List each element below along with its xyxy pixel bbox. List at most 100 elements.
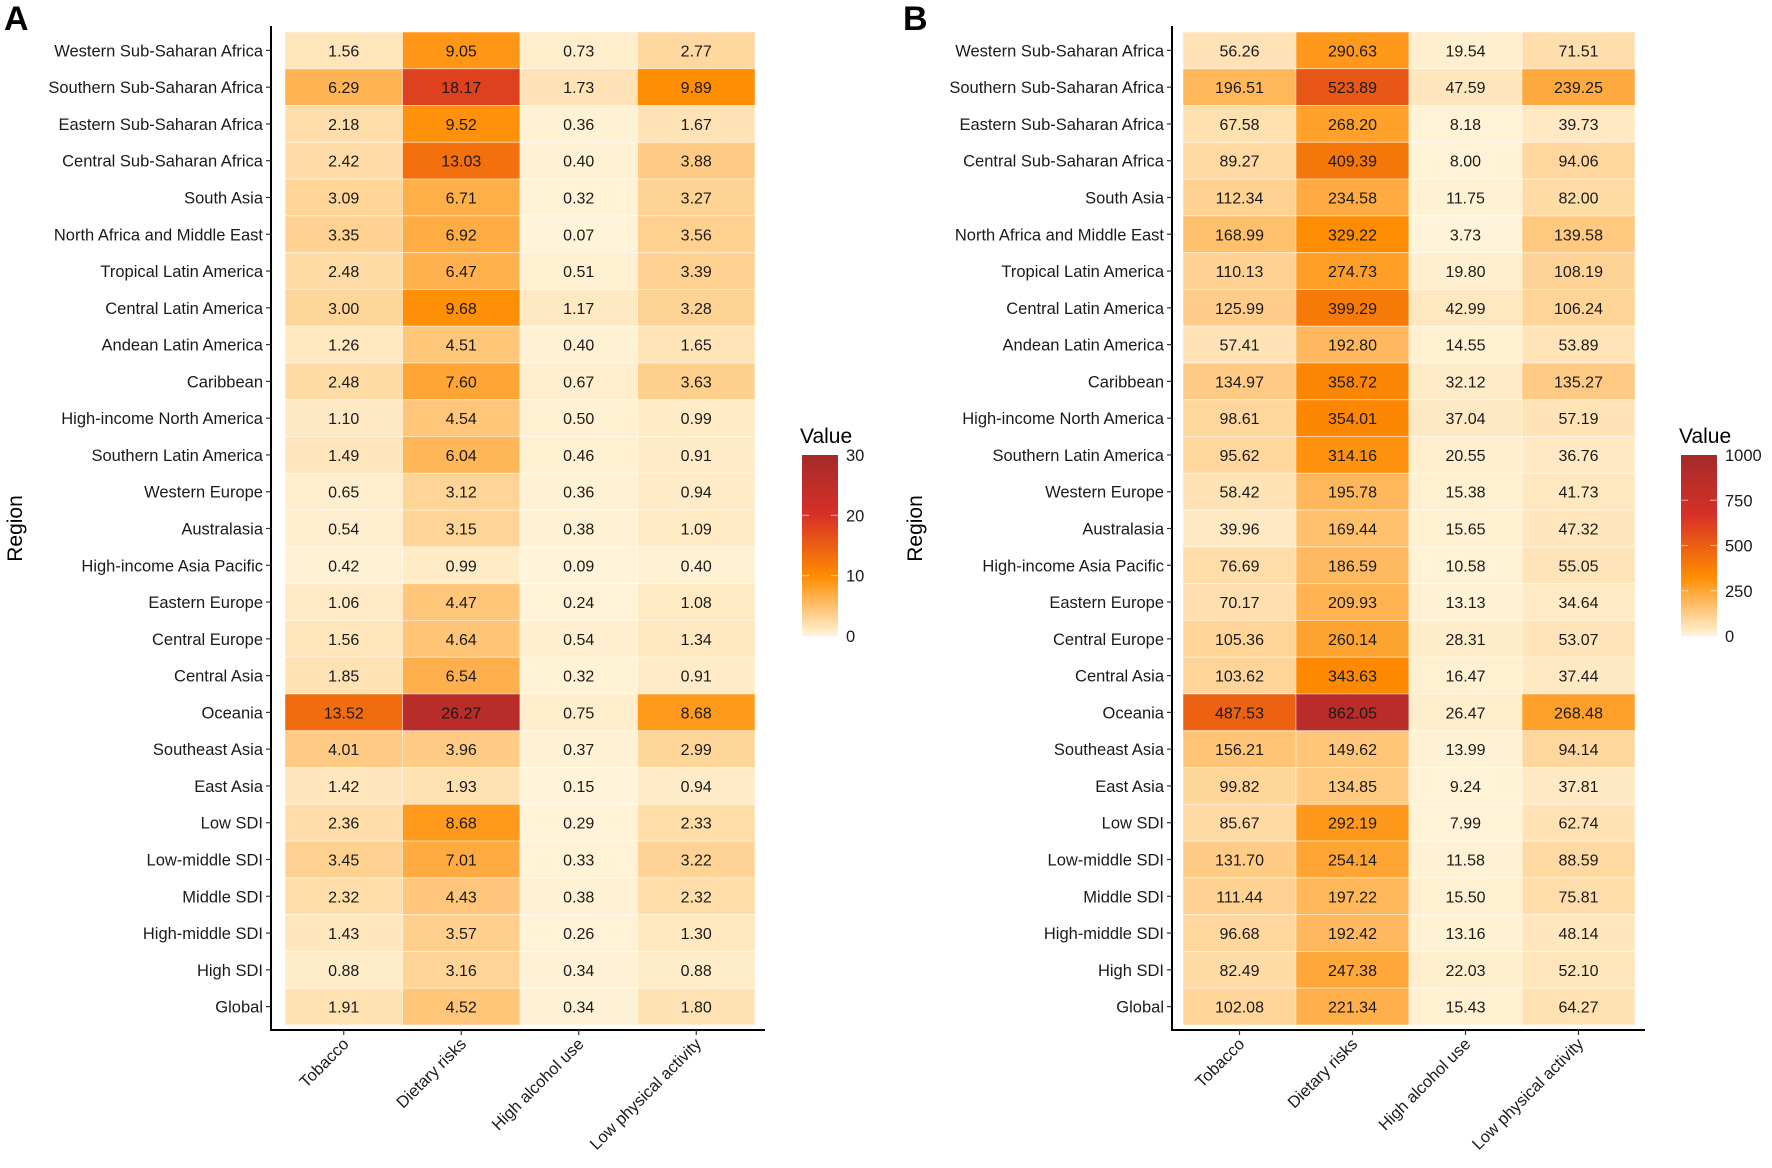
cell-value-label: 57.19 — [1558, 411, 1598, 428]
y-tick-label: East Asia — [194, 778, 264, 796]
heatmap-cell — [1182, 178, 1297, 217]
cell-value-label: 0.24 — [563, 595, 594, 612]
heatmap-cell — [519, 730, 638, 769]
cell-value-label: 290.63 — [1328, 43, 1377, 60]
heatmap-cell — [402, 215, 521, 254]
cell-value-label: 156.21 — [1215, 742, 1264, 759]
heatmap-cell — [637, 362, 756, 401]
heatmap-cell — [1408, 362, 1523, 401]
cell-value-label: 4.51 — [446, 338, 477, 355]
cell-value-label: 0.32 — [563, 191, 594, 208]
heatmap-cell — [1408, 619, 1523, 658]
cell-value-label: 58.42 — [1219, 485, 1259, 502]
heatmap-cell — [1295, 68, 1410, 107]
heatmap-cell — [402, 877, 521, 916]
heatmap-cell — [1295, 215, 1410, 254]
y-tick-label: Central Europe — [152, 631, 263, 649]
cell-value-label: 71.51 — [1558, 43, 1598, 60]
cell-value-label: 1.56 — [328, 43, 359, 60]
heatmap-cell — [284, 803, 403, 842]
cell-value-label: 6.47 — [446, 264, 477, 281]
heatmap-cell — [1408, 583, 1523, 621]
y-tick-label: Eastern Europe — [1049, 594, 1164, 612]
heatmap-cell — [1295, 656, 1410, 695]
cell-value-label: 195.78 — [1328, 485, 1377, 502]
cell-value-label: 10.58 — [1445, 558, 1485, 575]
cell-value-label: 2.77 — [681, 43, 712, 60]
y-tick-label: Andean Latin America — [1003, 337, 1165, 355]
heatmap-cell — [637, 840, 756, 879]
cell-value-label: 354.01 — [1328, 411, 1377, 428]
heatmap-cell — [1521, 546, 1636, 585]
legend-tick-label: 500 — [1725, 538, 1753, 556]
cell-value-label: 4.54 — [446, 411, 477, 428]
cell-value-label: 314.16 — [1328, 448, 1377, 465]
cell-value-label: 2.33 — [681, 816, 712, 833]
cell-value-label: 3.12 — [446, 485, 477, 502]
heatmap-cell — [402, 693, 521, 732]
cell-value-label: 0.88 — [328, 963, 359, 980]
heatmap-cell — [1408, 914, 1523, 952]
cell-value-label: 94.14 — [1558, 742, 1598, 759]
heatmap-cell — [637, 399, 756, 438]
cell-value-label: 106.24 — [1554, 301, 1603, 318]
cell-value-label: 22.03 — [1445, 963, 1485, 980]
cell-value-label: 0.36 — [563, 485, 594, 502]
heatmap-cell — [1408, 68, 1523, 107]
cell-value-label: 862.05 — [1328, 705, 1377, 722]
heatmap-cell — [637, 767, 756, 805]
cell-value-label: 19.54 — [1445, 43, 1485, 60]
heatmap-cell — [637, 178, 756, 217]
legend-title: Value — [800, 425, 852, 448]
heatmap-cell — [637, 105, 756, 143]
cell-value-label: 55.05 — [1558, 558, 1598, 575]
cell-value-label: 0.65 — [328, 485, 359, 502]
cell-value-label: 16.47 — [1445, 669, 1485, 686]
y-tick-label: High-income North America — [962, 410, 1165, 428]
cell-value-label: 64.27 — [1558, 1000, 1598, 1017]
heatmap-cell — [519, 215, 638, 254]
heatmap-cell — [1295, 877, 1410, 916]
heatmap-cell — [637, 619, 756, 658]
cell-value-label: 197.22 — [1328, 889, 1377, 906]
heatmap-cell — [1521, 105, 1636, 143]
cell-value-label: 0.99 — [446, 558, 477, 575]
y-tick-label: Western Sub-Saharan Africa — [54, 42, 264, 60]
y-tick-label: Low SDI — [1102, 815, 1164, 833]
cell-value-label: 0.34 — [563, 963, 594, 980]
cell-value-label: 1.42 — [328, 779, 359, 796]
cell-value-label: 487.53 — [1215, 705, 1264, 722]
heatmap-cell — [402, 105, 521, 143]
heatmap-cell — [284, 472, 403, 511]
cell-value-label: 268.20 — [1328, 117, 1377, 134]
cell-value-label: 7.60 — [446, 374, 477, 391]
heatmap-cell — [1521, 767, 1636, 805]
cell-value-label: 125.99 — [1215, 301, 1264, 318]
cell-value-label: 1.17 — [563, 301, 594, 318]
heatmap-cell — [1521, 215, 1636, 254]
heatmap-cell — [1408, 840, 1523, 879]
y-tick-label: Tropical Latin America — [1001, 263, 1164, 281]
cell-value-label: 28.31 — [1445, 632, 1485, 649]
heatmap-cell — [1408, 803, 1523, 842]
cell-value-label: 13.16 — [1445, 926, 1485, 943]
x-tick-label: Dietary risks — [1284, 1035, 1361, 1112]
heatmap-cell — [1521, 730, 1636, 769]
heatmap-cell — [637, 472, 756, 511]
heatmap-cell — [402, 619, 521, 658]
cell-value-label: 9.24 — [1450, 779, 1481, 796]
heatmap-cell — [1408, 105, 1523, 143]
y-tick-label: Central Latin America — [1006, 300, 1165, 318]
heatmap-cell — [284, 914, 403, 952]
heatmap-panel-b: B 56.26 290.63 19.54 71.51 196.51 523.89 47.59 2… — [903, 0, 1762, 1154]
heatmap-cell — [519, 693, 638, 732]
heatmap-cell — [284, 509, 403, 548]
cell-value-label: 75.81 — [1558, 889, 1598, 906]
heatmap-cell — [519, 987, 638, 1026]
y-tick-label: Western Europe — [1045, 484, 1164, 502]
cell-value-label: 108.19 — [1554, 264, 1603, 281]
legend-tick-label: 20 — [846, 507, 864, 525]
y-tick-label: High SDI — [197, 962, 263, 980]
legend-tick-label: 0 — [1725, 628, 1734, 646]
cell-value-label: 6.92 — [446, 227, 477, 244]
